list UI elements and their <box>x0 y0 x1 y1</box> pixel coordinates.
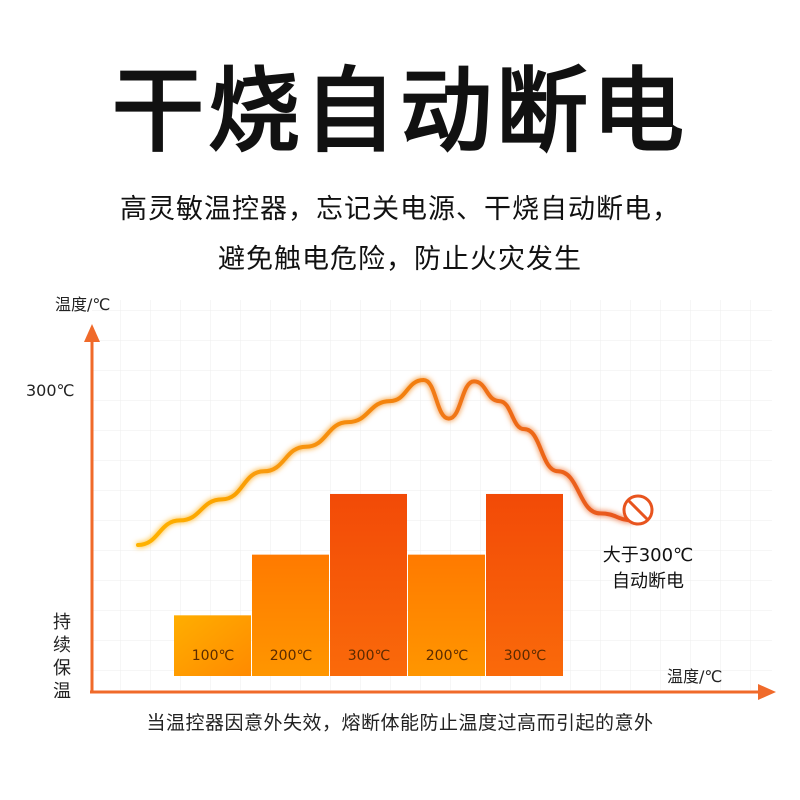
footer-note: 当温控器因意外失效，熔断体能防止温度过高而引起的意外 <box>146 712 654 734</box>
svg-text:保: 保 <box>53 658 71 679</box>
svg-text:续: 续 <box>53 635 71 656</box>
svg-text:持: 持 <box>53 612 71 633</box>
bar-1 <box>174 615 251 676</box>
bar-2 <box>252 554 329 676</box>
bar-label-3: 300℃ <box>348 648 390 664</box>
subtitle-line-2: 避免触电危险，防止火灾发生 <box>218 244 582 275</box>
bar-label-2: 200℃ <box>270 648 312 664</box>
bar-5 <box>486 493 563 676</box>
bar-label-1: 100℃ <box>192 648 234 664</box>
bar-4 <box>408 554 485 676</box>
x-axis-label: 温度/℃ <box>667 667 722 686</box>
x-axis-arrow <box>758 684 776 700</box>
y-tick-label: 300℃ <box>26 381 75 400</box>
y-axis-label: 温度/℃ <box>55 295 110 314</box>
bar-label-4: 200℃ <box>426 648 468 664</box>
svg-text:温: 温 <box>53 681 71 702</box>
page-title: 干烧自动断电 <box>111 58 688 165</box>
subtitle-line-1: 高灵敏温控器，忘记关电源、干烧自动断电， <box>120 194 680 225</box>
cutoff-annotation-line1: 大于300℃ <box>603 545 694 566</box>
bar-label-5: 300℃ <box>504 648 546 664</box>
bar-3 <box>330 493 407 676</box>
y-axis-arrow <box>84 324 100 342</box>
cutoff-annotation-line2: 自动断电 <box>612 571 684 592</box>
temperature-curve <box>136 377 636 547</box>
power-off-icon <box>622 494 654 526</box>
